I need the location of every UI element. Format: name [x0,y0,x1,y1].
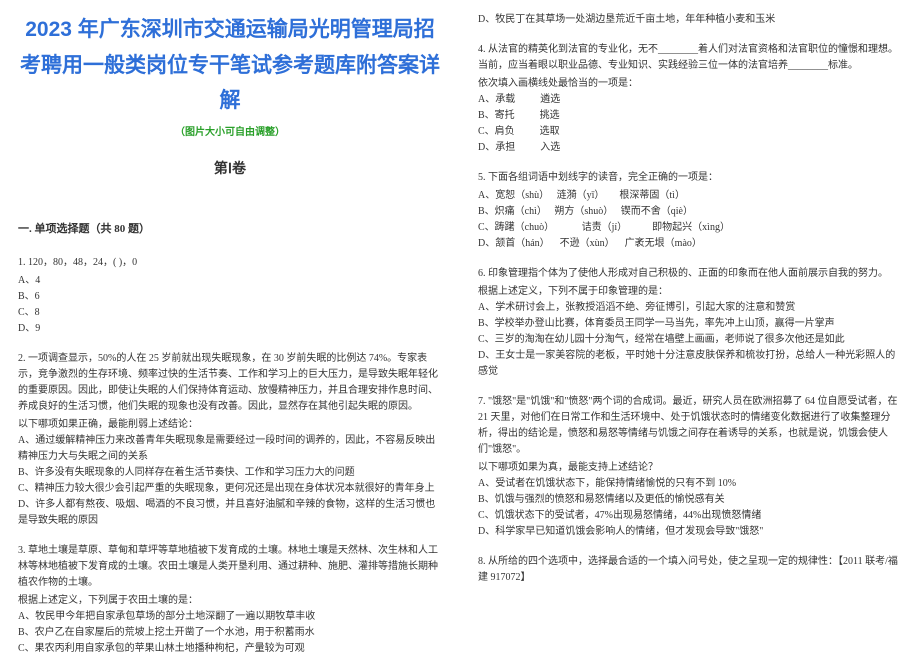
question-8: 8. 从所给的四个选项中，选择最合适的一个填入问号处，使之呈现一定的规律性：【2… [478,554,902,586]
q6-opt-d: D、王女士是一家美容院的老板，平时她十分注意皮肤保养和梳妆打扮，总给人一种光彩照… [478,348,902,380]
q3-opt-d: D、牧民丁在其草场一处湖边垦荒近千亩土地，年年种植小麦和玉米 [478,12,902,28]
q1-opt-d: D、9 [18,321,442,337]
q2-opt-b: B、许多没有失眠现象的人同样存在着生活节奏快、工作和学习压力大的问题 [18,465,442,481]
q2-opt-d: D、许多人都有熬夜、吸烟、喝酒的不良习惯，并且喜好油腻和辛辣的食物，这样的生活习… [18,497,442,529]
question-3d: D、牧民丁在其草场一处湖边垦荒近千亩土地，年年种植小麦和玉米 [478,12,902,28]
q5-opt-c: C、踌躇（chuò） 诘责（jí） 即物起兴（xìng） [478,220,902,236]
q5-opt-a: A、宽恕（shù） 涟漪（yī） 根深蒂固（tì） [478,188,902,204]
q5-stem: 5. 下面各组词语中划线字的读音，完全正确的一项是： [478,170,902,186]
question-2: 2. 一项调查显示，50%的人在 25 岁前就出现失眠现象，在 30 岁前失眠的… [18,351,442,529]
q4-opt-a: A、承载 遴选 [478,92,902,108]
q7-opt-b: B、饥饿与强烈的愤怒和易怒情绪以及更低的愉悦感有关 [478,492,902,508]
q6-opt-a: A、学术研讨会上，张教授滔滔不绝、旁征博引，引起大家的注意和赞赏 [478,300,902,316]
q1-opt-b: B、6 [18,289,442,305]
q4-opt-c: C、肩负 选取 [478,124,902,140]
question-3: 3. 草地土壤是草原、草甸和草坪等草地植被下发育成的土壤。林地土壤是天然林、次生… [18,543,442,657]
left-column: 2023 年广东深圳市交通运输局光明管理局招考聘用一般类岗位专干笔试参考题库附答… [0,0,460,651]
q7-pre: 以下哪项如果为真，最能支持上述结论？ [478,460,902,476]
q4-opt-d: D、承担 入选 [478,140,902,156]
q3-opt-c: C、果农丙利用自家承包的苹果山林土地播种枸杞，产量较为可观 [18,641,442,657]
q3-stem: 3. 草地土壤是草原、草甸和草坪等草地植被下发育成的土壤。林地土壤是天然林、次生… [18,543,442,591]
document-title: 2023 年广东深圳市交通运输局光明管理局招考聘用一般类岗位专干笔试参考题库附答… [18,12,442,119]
question-4: 4. 从法官的精英化到法官的专业化，无不________着人们对法官资格和法官职… [478,42,902,156]
q3-opt-b: B、农户乙在自家屋后的荒坡上挖土开凿了一个水池，用于积蓄雨水 [18,625,442,641]
volume-label: 第Ⅰ卷 [18,159,442,181]
q2-pre: 以下哪项如果正确，最能削弱上述结论： [18,417,442,433]
q6-stem: 6. 印象管理指个体为了使他人形成对自己积极的、正面的印象而在他人面前展示自我的… [478,266,902,282]
q7-opt-a: A、受试者在饥饿状态下，能保持情绪愉悦的只有不到 10% [478,476,902,492]
q8-stem: 8. 从所给的四个选项中，选择最合适的一个填入问号处，使之呈现一定的规律性：【2… [478,554,902,586]
q6-opt-c: C、三岁的淘淘在幼儿园十分淘气，经常在墙壁上画画，老师说了很多次他还是如此 [478,332,902,348]
question-6: 6. 印象管理指个体为了使他人形成对自己积极的、正面的印象而在他人面前展示自我的… [478,266,902,380]
q1-opt-c: C、8 [18,305,442,321]
q5-opt-b: B、炽痛（chì） 朔方（shuò） 锲而不舍（qiè） [478,204,902,220]
q5-opt-d: D、颔首（hán） 不逊（xùn） 广袤无垠（mào） [478,236,902,252]
q2-stem: 2. 一项调查显示，50%的人在 25 岁前就出现失眠现象，在 30 岁前失眠的… [18,351,442,415]
question-1: 1. 120，80，48，24，( )，0 A、4 B、6 C、8 D、9 [18,255,442,337]
q4-pre: 依次填入画横线处最恰当的一项是： [478,76,902,92]
q6-opt-b: B、学校举办登山比赛，体育委员王同学一马当先，率先冲上山顶，赢得一片掌声 [478,316,902,332]
q6-pre: 根据上述定义，下列不属于印象管理的是： [478,284,902,300]
q7-opt-d: D、科学家早已知道饥饿会影响人的情绪，但才发现会导致"饿怒" [478,524,902,540]
q3-opt-a: A、牧民甲今年把自家承包草场的部分土地深翻了一遍以期牧草丰收 [18,609,442,625]
q1-stem: 1. 120，80，48，24，( )，0 [18,255,442,271]
q4-stem: 4. 从法官的精英化到法官的专业化，无不________着人们对法官资格和法官职… [478,42,902,74]
q3-pre: 根据上述定义，下列属于农田土壤的是： [18,593,442,609]
q7-stem: 7. "饿怒"是"饥饿"和"愤怒"两个词的合成词。最近，研究人员在欧洲招募了 6… [478,394,902,458]
question-7: 7. "饿怒"是"饥饿"和"愤怒"两个词的合成词。最近，研究人员在欧洲招募了 6… [478,394,902,540]
q2-opt-a: A、通过缓解精神压力来改善青年失眠现象是需要经过一段时间的调养的，因此，不容易反… [18,433,442,465]
q7-opt-c: C、饥饿状态下的受试者，47%出现易怒情绪，44%出现愤怒情绪 [478,508,902,524]
q4-opt-b: B、寄托 挑选 [478,108,902,124]
q1-opt-a: A、4 [18,273,442,289]
q2-opt-c: C、精神压力较大很少会引起严重的失眠现象，更何况还是出现在身体状况本就很好的青年… [18,481,442,497]
document-subtitle: （图片大小可自由调整） [18,125,442,141]
right-column: D、牧民丁在其草场一处湖边垦荒近千亩土地，年年种植小麦和玉米 4. 从法官的精英… [460,0,920,651]
section-heading: 一. 单项选择题（共 80 题） [18,221,442,239]
question-5: 5. 下面各组词语中划线字的读音，完全正确的一项是： A、宽恕（shù） 涟漪（… [478,170,902,252]
